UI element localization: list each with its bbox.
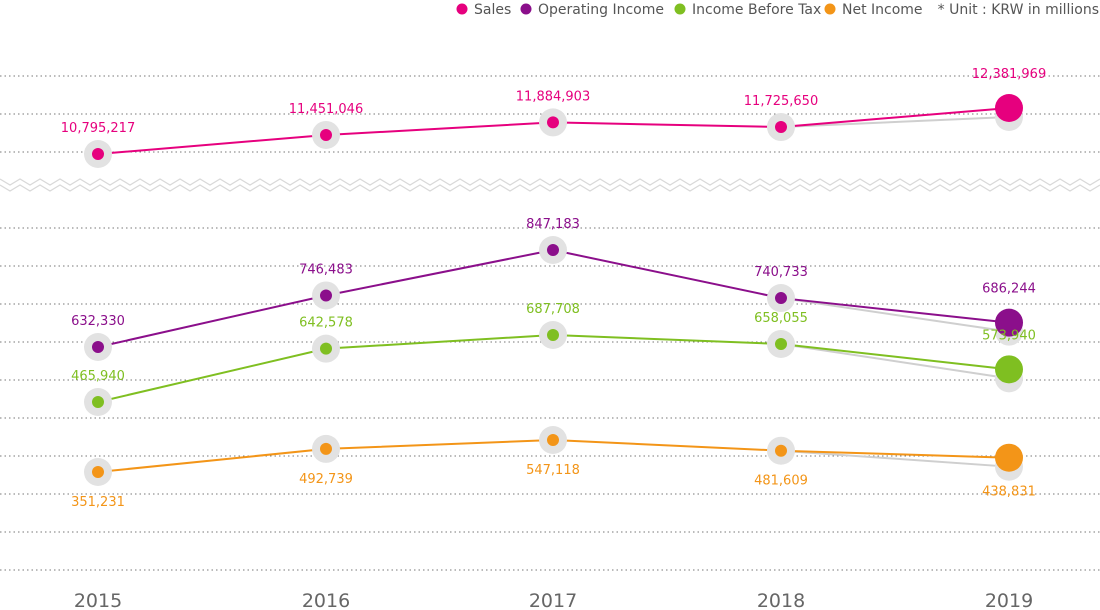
data-label-sales-2019: 12,381,969 bbox=[972, 67, 1046, 82]
data-point-sales-2019 bbox=[995, 94, 1023, 122]
series-group: 10,795,217 11,451,046 11,884,903 11,725,650… bbox=[61, 67, 1046, 510]
series-shadow-line bbox=[780, 342, 1010, 380]
data-label-operating-income-2018: 740,733 bbox=[754, 265, 808, 280]
series-operating-income: 632,330 746,483 847,183 740,733 686,244 bbox=[71, 217, 1036, 361]
x-tick-label-2017: 2017 bbox=[529, 590, 577, 610]
data-point-sales-2018 bbox=[775, 121, 787, 134]
data-point-income-before-tax-2019 bbox=[995, 355, 1023, 384]
unit-note: * Unit : KRW in millions bbox=[938, 2, 1099, 18]
data-label-operating-income-2019: 686,244 bbox=[982, 282, 1036, 297]
data-label-sales-2018: 11,725,650 bbox=[744, 94, 818, 109]
legend-marker-operating-income bbox=[520, 3, 532, 15]
data-point-income-before-tax-2015 bbox=[92, 396, 104, 408]
x-tick-label-2018: 2018 bbox=[757, 590, 805, 610]
data-label-income-before-tax-2016: 642,578 bbox=[299, 316, 353, 331]
series-shadow-line bbox=[780, 116, 1010, 129]
data-point-income-before-tax-2017 bbox=[547, 329, 559, 341]
data-label-sales-2016: 11,451,046 bbox=[289, 102, 363, 117]
data-label-income-before-tax-2017: 687,708 bbox=[526, 302, 580, 317]
data-label-income-before-tax-2019: 573,940 bbox=[982, 328, 1036, 343]
x-axis: 2015 2016 2017 2018 2019 bbox=[74, 590, 1033, 610]
x-tick-label-2016: 2016 bbox=[302, 590, 350, 610]
legend-label-net-income: Net Income bbox=[842, 2, 923, 18]
data-point-sales-2016 bbox=[320, 128, 332, 141]
data-point-operating-income-2017 bbox=[547, 244, 559, 256]
data-label-operating-income-2015: 632,330 bbox=[71, 314, 125, 329]
data-label-sales-2015: 10,795,217 bbox=[61, 121, 135, 136]
legend-marker-sales bbox=[456, 3, 468, 15]
data-point-net-income-2016 bbox=[320, 442, 332, 455]
data-point-operating-income-2018 bbox=[775, 292, 787, 305]
data-point-net-income-2019 bbox=[995, 443, 1023, 472]
data-label-net-income-2018: 481,609 bbox=[754, 474, 808, 489]
data-point-income-before-tax-2018 bbox=[775, 337, 787, 350]
data-label-net-income-2016: 492,739 bbox=[299, 472, 353, 487]
series-shadow-line bbox=[780, 449, 1010, 468]
series-sales: 10,795,217 11,451,046 11,884,903 11,725,650… bbox=[61, 67, 1046, 168]
x-tick-label-2019: 2019 bbox=[985, 590, 1033, 610]
data-point-sales-2017 bbox=[547, 116, 559, 129]
axis-break-zigzag bbox=[0, 184, 1100, 192]
legend-label-operating-income: Operating Income bbox=[538, 2, 664, 18]
series-net-income: 351,231 492,739 547,118 481,609 438,831 bbox=[71, 426, 1036, 510]
data-label-net-income-2015: 351,231 bbox=[71, 495, 125, 510]
data-point-operating-income-2019 bbox=[995, 308, 1023, 337]
x-tick-label-2015: 2015 bbox=[74, 590, 122, 610]
axis-break-zigzag bbox=[0, 178, 1100, 186]
data-point-income-before-tax-2016 bbox=[320, 342, 332, 355]
legend: Sales Operating Income Income Before Tax Ne… bbox=[456, 2, 1099, 18]
data-label-sales-2017: 11,884,903 bbox=[516, 89, 590, 104]
data-label-income-before-tax-2018: 658,055 bbox=[754, 311, 808, 326]
axis-break bbox=[0, 178, 1100, 192]
series-income-before-tax: 465,940 642,578 687,708 658,055 573,940 bbox=[71, 302, 1036, 416]
legend-label-sales: Sales bbox=[474, 2, 511, 18]
data-label-net-income-2019: 438,831 bbox=[982, 485, 1036, 500]
data-label-net-income-2017: 547,118 bbox=[526, 463, 580, 478]
data-label-operating-income-2016: 746,483 bbox=[299, 262, 353, 277]
data-label-operating-income-2017: 847,183 bbox=[526, 217, 580, 232]
series-shadow-line bbox=[780, 297, 1010, 333]
data-point-net-income-2017 bbox=[547, 434, 559, 446]
data-point-operating-income-2016 bbox=[320, 289, 332, 302]
legend-label-income-before-tax: Income Before Tax bbox=[692, 2, 821, 18]
data-point-net-income-2018 bbox=[775, 444, 787, 457]
legend-marker-net-income bbox=[824, 3, 836, 15]
data-point-sales-2015 bbox=[92, 148, 104, 160]
data-point-operating-income-2015 bbox=[92, 341, 104, 353]
legend-marker-income-before-tax bbox=[674, 3, 686, 15]
data-label-income-before-tax-2015: 465,940 bbox=[71, 369, 125, 384]
data-point-net-income-2015 bbox=[92, 466, 104, 478]
